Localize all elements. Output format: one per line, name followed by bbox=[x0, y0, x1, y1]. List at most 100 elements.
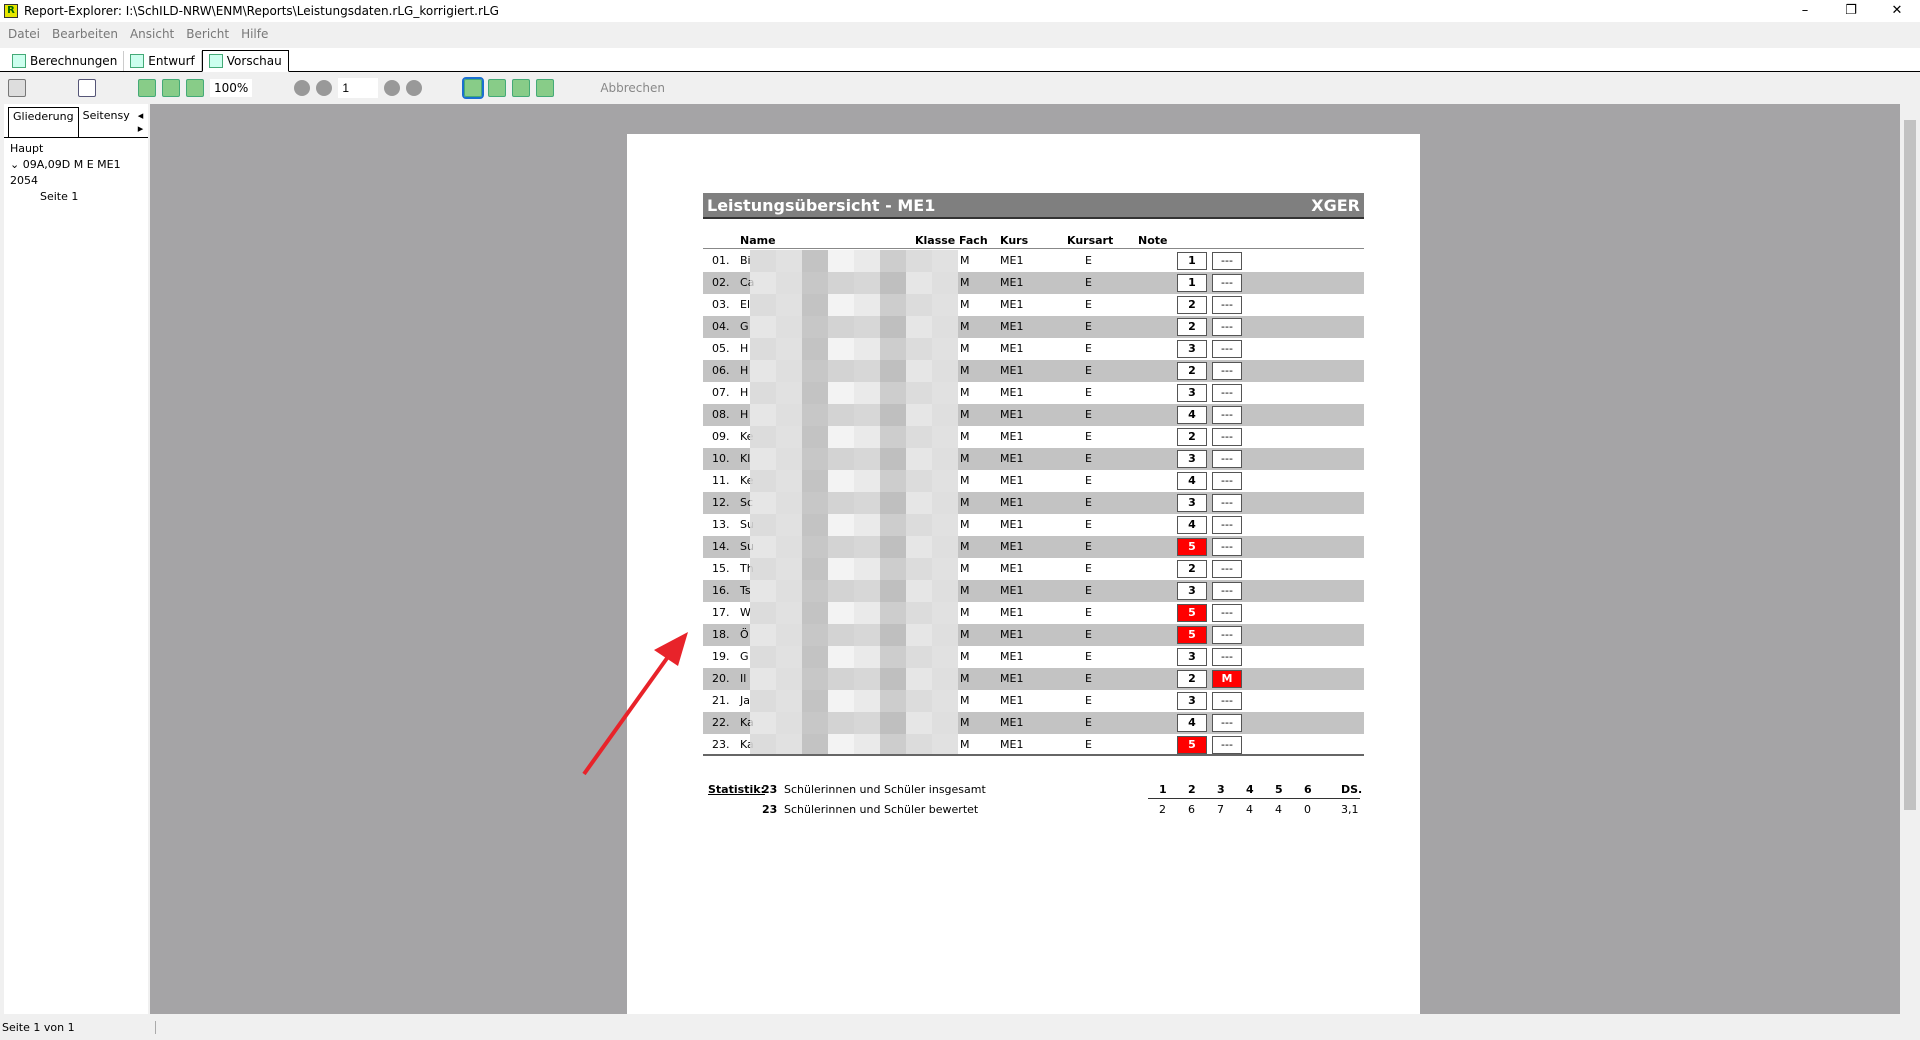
redacted-block bbox=[802, 272, 828, 294]
redacted-block bbox=[932, 646, 958, 668]
grade-box: 3 bbox=[1177, 648, 1207, 666]
redacted-block bbox=[750, 558, 776, 580]
grade-box: 5 bbox=[1177, 538, 1207, 556]
redacted-block bbox=[776, 404, 802, 426]
calculator-icon bbox=[12, 54, 26, 68]
redacted-block bbox=[880, 294, 906, 316]
previous-page-icon[interactable] bbox=[316, 80, 333, 96]
table-row: 02. Ca M ME1 E 1 --- bbox=[703, 272, 1364, 294]
table-row: 05. H M ME1 E 3 --- bbox=[703, 338, 1364, 360]
extra-box: --- bbox=[1212, 428, 1242, 446]
redacted-block bbox=[932, 602, 958, 624]
minimize-button[interactable]: – bbox=[1801, 3, 1809, 18]
redacted-block bbox=[932, 580, 958, 602]
tab-bar: Berechnungen Entwurf Vorschau bbox=[0, 48, 1920, 72]
header-klasse: Klasse bbox=[915, 234, 956, 247]
kursart: E bbox=[1085, 650, 1092, 663]
close-button[interactable]: ✕ bbox=[1891, 3, 1903, 18]
redacted-block bbox=[880, 690, 906, 712]
redacted-block bbox=[802, 624, 828, 646]
redacted-block bbox=[828, 250, 854, 272]
table-row: 04. G M ME1 E 2 --- bbox=[703, 316, 1364, 338]
table-row: 08. H M ME1 E 4 --- bbox=[703, 404, 1364, 426]
stats-grade-count: 6 bbox=[1188, 803, 1195, 816]
restore-button[interactable]: ❐ bbox=[1845, 3, 1857, 18]
zoom-level[interactable]: 100% bbox=[210, 79, 253, 97]
page-fit-icon[interactable] bbox=[186, 79, 204, 97]
next-page-icon[interactable] bbox=[384, 80, 401, 96]
redacted-block bbox=[854, 690, 880, 712]
kurs: ME1 bbox=[1000, 452, 1024, 465]
single-page-icon[interactable] bbox=[462, 77, 485, 99]
redacted-block bbox=[880, 514, 906, 536]
extra-box: --- bbox=[1212, 296, 1242, 314]
table-row: 16. Ts M ME1 E 3 --- bbox=[703, 580, 1364, 602]
fach: M bbox=[960, 298, 970, 311]
redacted-block bbox=[932, 404, 958, 426]
tree-root[interactable]: Haupt bbox=[10, 142, 44, 155]
menu-ansicht[interactable]: Ansicht bbox=[129, 27, 175, 41]
stats-divider bbox=[1148, 798, 1360, 799]
redacted-block bbox=[802, 492, 828, 514]
kurs: ME1 bbox=[1000, 518, 1024, 531]
whole-page-icon[interactable] bbox=[162, 79, 180, 97]
outline-panel: Gliederung Seitensy ◂ ▸ Haupt ⌄ 09A,09D M … bbox=[4, 104, 148, 1014]
stats-label: Statistik: bbox=[708, 783, 765, 796]
cancel-button[interactable]: Abbrechen bbox=[600, 81, 665, 95]
first-page-icon[interactable] bbox=[294, 80, 311, 96]
page-width-icon[interactable] bbox=[138, 79, 156, 97]
continuous-icon[interactable] bbox=[488, 79, 507, 97]
table-row: 17. W M ME1 E 5 --- bbox=[703, 602, 1364, 624]
kurs: ME1 bbox=[1000, 694, 1024, 707]
redacted-block bbox=[854, 558, 880, 580]
kursart: E bbox=[1085, 298, 1092, 311]
row-number: 10. bbox=[712, 452, 730, 465]
vertical-scrollbar[interactable] bbox=[1900, 104, 1920, 1014]
extra-box: --- bbox=[1212, 472, 1242, 490]
stats-grade-count: 4 bbox=[1246, 803, 1253, 816]
multi-page-icon[interactable] bbox=[536, 79, 555, 97]
print-icon[interactable] bbox=[8, 79, 26, 97]
last-page-icon[interactable] bbox=[406, 80, 423, 96]
extra-box: --- bbox=[1212, 538, 1242, 556]
redacted-block bbox=[802, 294, 828, 316]
redacted-block bbox=[750, 250, 776, 272]
menu-datei[interactable]: Datei bbox=[8, 27, 41, 41]
redacted-block bbox=[776, 470, 802, 492]
redacted-block bbox=[828, 404, 854, 426]
menu-bearbeiten[interactable]: Bearbeiten bbox=[52, 27, 118, 41]
tab-seitensy[interactable]: Seitensy bbox=[82, 109, 130, 122]
redacted-block bbox=[776, 690, 802, 712]
redacted-block bbox=[906, 602, 932, 624]
two-pages-icon[interactable] bbox=[512, 79, 531, 97]
tab-scroll-arrows[interactable]: ◂ ▸ bbox=[137, 109, 144, 135]
scrollbar-thumb[interactable] bbox=[1904, 120, 1916, 810]
menu-bericht[interactable]: Bericht bbox=[186, 27, 230, 41]
report-code: XGER bbox=[1311, 195, 1360, 215]
tab-berechnungen[interactable]: Berechnungen bbox=[6, 51, 125, 71]
redacted-block bbox=[880, 492, 906, 514]
extra-box: --- bbox=[1212, 384, 1242, 402]
table-row: 03. El M ME1 E 2 --- bbox=[703, 294, 1364, 316]
redacted-block bbox=[854, 536, 880, 558]
redacted-block bbox=[802, 514, 828, 536]
redacted-block bbox=[828, 360, 854, 382]
redacted-block bbox=[932, 492, 958, 514]
tab-vorschau[interactable]: Vorschau bbox=[201, 50, 289, 72]
extra-box: --- bbox=[1212, 604, 1242, 622]
kursart: E bbox=[1085, 562, 1092, 575]
tab-entwurf[interactable]: Entwurf bbox=[124, 51, 202, 71]
row-number: 12. bbox=[712, 496, 730, 509]
tab-gliederung[interactable]: Gliederung bbox=[8, 107, 79, 137]
redacted-block bbox=[880, 668, 906, 690]
tree-page[interactable]: Seite 1 bbox=[40, 190, 79, 203]
tree-group[interactable]: ⌄ 09A,09D M E ME1 2054 bbox=[10, 157, 142, 189]
menu-hilfe[interactable]: Hilfe bbox=[241, 27, 269, 41]
chevron-down-icon[interactable]: ⌄ bbox=[10, 158, 23, 171]
fach: M bbox=[960, 694, 970, 707]
page-number-input[interactable] bbox=[338, 78, 379, 98]
fach: M bbox=[960, 430, 970, 443]
redacted-block bbox=[880, 338, 906, 360]
search-icon[interactable] bbox=[78, 79, 96, 97]
fach: M bbox=[960, 408, 970, 421]
